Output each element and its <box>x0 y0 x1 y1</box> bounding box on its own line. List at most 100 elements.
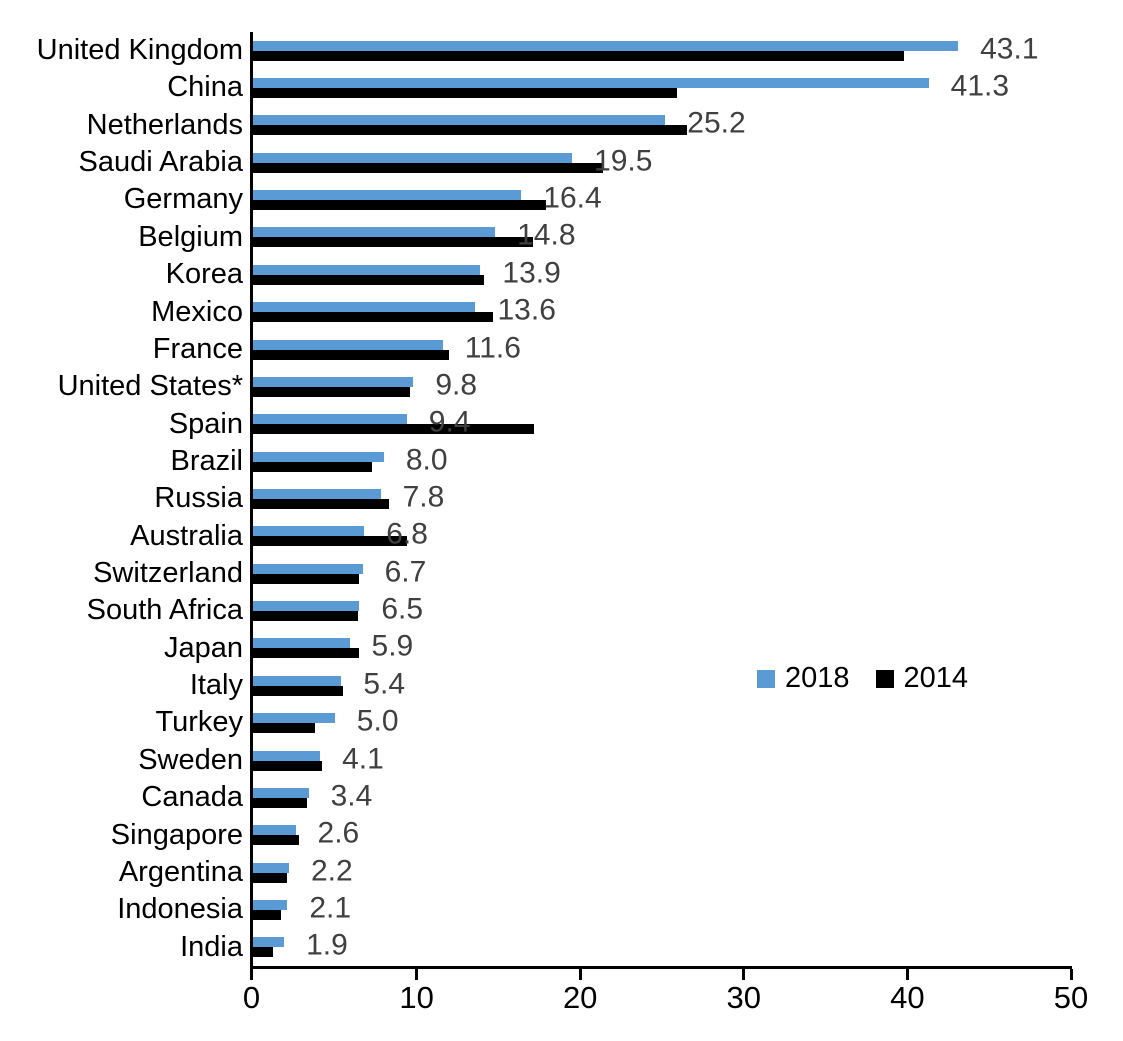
bar-2018 <box>253 40 959 51</box>
bar-2018 <box>253 750 321 761</box>
data-label: 4.1 <box>342 742 384 776</box>
bar-2014 <box>253 424 535 435</box>
category-label: Sweden <box>138 743 243 776</box>
chart-row: 25.2 <box>253 107 1072 144</box>
chart-row: 6.7 <box>253 555 1072 592</box>
data-label: 9.8 <box>435 368 478 402</box>
bar-2014 <box>253 200 546 211</box>
bar-2018 <box>253 78 929 89</box>
x-tick <box>578 969 582 980</box>
data-label: 5.9 <box>371 630 414 664</box>
legend-label: 2014 <box>903 662 969 694</box>
chart-row: 2.2 <box>253 854 1072 891</box>
chart-row: 43.1 <box>253 32 1072 69</box>
bar-2018 <box>253 376 414 387</box>
x-tick <box>905 969 909 980</box>
data-label: 6.8 <box>386 517 428 551</box>
category-label: Australia <box>130 519 243 552</box>
bar-2018 <box>253 601 360 612</box>
x-tick-label: 10 <box>399 980 434 1015</box>
bar-2018 <box>253 526 365 537</box>
bar-2014 <box>253 349 450 360</box>
category-label: Turkey <box>155 706 243 739</box>
data-label: 5.4 <box>363 667 406 701</box>
chart-row: 9.8 <box>253 368 1072 405</box>
bar-2018 <box>253 638 350 649</box>
chart-row: 2.6 <box>253 817 1072 854</box>
bar-2014 <box>253 386 411 397</box>
x-tick-label: 50 <box>1053 980 1089 1015</box>
x-tick <box>415 969 419 980</box>
chart-row: 1.9 <box>253 929 1072 966</box>
chart-row: 14.8 <box>253 219 1072 256</box>
chart-row: 19.5 <box>253 144 1072 181</box>
chart-row: 41.3 <box>253 69 1072 106</box>
bar-2018 <box>253 787 309 798</box>
data-label: 6.7 <box>384 555 427 589</box>
bar-2014 <box>253 685 343 696</box>
plot-area: 43.1 41.3 25.2 19.5 16.4 14.8 13.9 13.6 11.6 9.8 9… <box>250 32 1072 969</box>
bar-2018 <box>253 302 476 313</box>
bar-2018 <box>253 899 288 910</box>
bar-2014 <box>253 723 316 734</box>
category-axis: United Kingdom China Netherlands Saudi Arab… <box>0 32 243 966</box>
data-label: 9.4 <box>428 405 471 439</box>
data-label: 13.9 <box>502 256 561 290</box>
category-label: Singapore <box>110 818 243 851</box>
x-tick <box>250 969 253 980</box>
bar-2014 <box>253 50 905 61</box>
category-label: Saudi Arabia <box>78 146 243 179</box>
category-label: Brazil <box>170 444 243 477</box>
data-label: 5.0 <box>356 704 399 738</box>
data-label: 13.6 <box>497 293 556 327</box>
category-label: Russia <box>154 482 243 515</box>
data-label: 8.0 <box>405 443 448 477</box>
data-label: 11.6 <box>464 331 521 365</box>
data-label: 1.9 <box>306 928 348 962</box>
category-label: United Kingdom <box>36 34 243 66</box>
bar-2018 <box>253 488 381 499</box>
data-label: 43.1 <box>980 32 1039 66</box>
category-label: South Africa <box>86 594 243 627</box>
bar-2014 <box>253 872 288 883</box>
bar-2018 <box>253 825 296 836</box>
bar-2014 <box>253 162 604 173</box>
category-label: Canada <box>141 781 243 814</box>
bar-2014 <box>253 947 273 958</box>
bar-2014 <box>253 274 484 285</box>
bar-2014 <box>253 835 299 846</box>
bar-2018 <box>253 227 496 238</box>
category-label: Indonesia <box>117 893 243 926</box>
chart-row: 9.4 <box>253 406 1072 443</box>
chart-row: 8.0 <box>253 443 1072 480</box>
bar-2018 <box>253 675 342 686</box>
chart-row: 13.9 <box>253 256 1072 293</box>
chart-row: 2.1 <box>253 891 1072 928</box>
category-label: Belgium <box>138 220 243 253</box>
bar-2014 <box>253 536 407 547</box>
bar-2014 <box>253 573 360 584</box>
x-tick-label: 20 <box>562 980 598 1015</box>
chart-row: 16.4 <box>253 181 1072 218</box>
chart-row: 7.8 <box>253 480 1072 517</box>
chart-row: 5.4 <box>253 667 1072 704</box>
bar-2018 <box>253 713 335 724</box>
legend: 2018 2014 <box>757 662 968 695</box>
bar-2018 <box>253 152 573 163</box>
category-label: Japan <box>163 631 243 664</box>
bar-2018 <box>253 563 363 574</box>
x-tick <box>1069 969 1073 980</box>
bar-2014 <box>253 237 533 248</box>
chart-row: 4.1 <box>253 742 1072 779</box>
category-label: Italy <box>189 669 243 702</box>
category-label: Spain <box>168 407 243 440</box>
x-tick-label: 0 <box>242 980 261 1015</box>
category-label: China <box>167 71 243 104</box>
chart-row: 5.9 <box>253 630 1072 667</box>
chart-row: 6.8 <box>253 518 1072 555</box>
legend-label: 2018 <box>785 662 850 694</box>
data-label: 6.5 <box>381 592 424 626</box>
legend-swatch-icon <box>875 669 894 688</box>
bar-2014 <box>253 611 358 622</box>
